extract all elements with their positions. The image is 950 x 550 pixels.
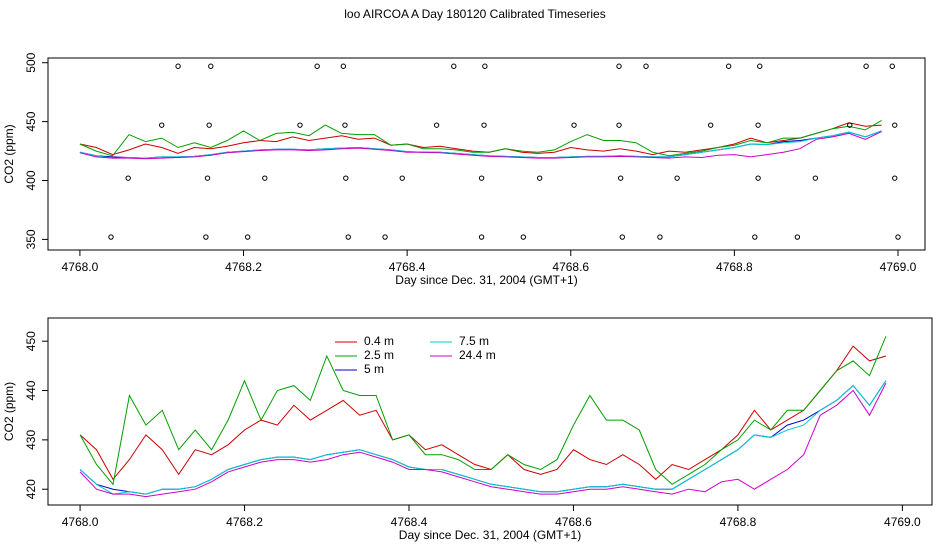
- data-point: [889, 63, 895, 69]
- series-line: [79, 119, 882, 157]
- y-tick-label: 420: [24, 479, 38, 499]
- data-point: [204, 175, 211, 181]
- data-point: [617, 175, 624, 181]
- data-point: [399, 175, 405, 181]
- series-line: [79, 380, 887, 495]
- data-point: [314, 63, 320, 69]
- data-point: [520, 234, 527, 240]
- data-point: [895, 234, 901, 240]
- data-point: [643, 63, 649, 69]
- x-tick-label: 4769.0: [884, 515, 921, 529]
- plot-frame: [47, 317, 933, 506]
- x-tick-label: 4768.2: [225, 260, 262, 274]
- x-tick-label: 4768.8: [720, 515, 757, 529]
- data-point: [159, 122, 165, 128]
- series-line: [79, 345, 887, 481]
- data-point: [342, 122, 348, 128]
- data-point: [755, 122, 761, 128]
- y-tick-label: 400: [24, 170, 38, 190]
- x-tick-label: 4768.4: [391, 515, 428, 529]
- data-point: [657, 234, 663, 240]
- x-tick-label: 4768.4: [389, 260, 426, 274]
- data-point: [108, 234, 114, 240]
- x-tick-label: 4768.2: [226, 515, 263, 529]
- data-point: [244, 234, 251, 240]
- data-point: [616, 63, 622, 69]
- data-point: [208, 63, 214, 69]
- data-point: [343, 175, 349, 181]
- plot-frame: [47, 57, 926, 251]
- data-point: [536, 175, 543, 181]
- y-tick-label: 440: [24, 380, 38, 400]
- data-point: [794, 234, 801, 240]
- x-axis-label: Day since Dec. 31, 2004 (GMT+1): [399, 528, 581, 542]
- data-point: [206, 122, 212, 128]
- data-point: [571, 122, 577, 128]
- data-point: [725, 63, 732, 69]
- x-tick-label: 4768.8: [716, 260, 753, 274]
- data-point: [812, 175, 819, 181]
- data-point: [433, 122, 440, 128]
- data-point: [481, 122, 487, 128]
- data-point: [619, 234, 626, 240]
- y-tick-label: 430: [24, 430, 38, 450]
- series-line: [79, 131, 882, 160]
- data-point: [863, 63, 869, 69]
- data-point: [297, 122, 303, 128]
- x-tick-label: 4768.0: [62, 515, 99, 529]
- legend-label: 0.4 m: [364, 334, 394, 348]
- data-point: [755, 175, 761, 181]
- data-point: [752, 234, 758, 240]
- y-axis-label: CO2 (ppm): [2, 382, 16, 441]
- x-tick-label: 4768.6: [552, 260, 589, 274]
- legend-label: 7.5 m: [459, 334, 489, 348]
- legend-label: 5 m: [364, 362, 384, 376]
- data-point: [203, 234, 209, 240]
- data-point: [847, 122, 853, 128]
- data-point: [382, 234, 388, 240]
- data-point: [175, 63, 181, 69]
- series-line: [79, 122, 882, 156]
- data-point: [482, 63, 488, 69]
- data-point: [451, 63, 457, 69]
- x-tick-label: 4768.6: [555, 515, 592, 529]
- data-point: [616, 122, 622, 128]
- x-axis-label: Day since Dec. 31, 2004 (GMT+1): [395, 273, 577, 287]
- data-point: [892, 175, 898, 181]
- data-point: [262, 175, 268, 181]
- series-line: [79, 336, 887, 486]
- y-axis-label: CO2 (ppm): [2, 124, 16, 183]
- y-tick-label: 500: [24, 52, 38, 72]
- data-point: [757, 63, 763, 69]
- data-point: [478, 175, 485, 181]
- chart-title: loo AIRCOA A Day 180120 Calibrated Times…: [344, 7, 605, 21]
- y-tick-label: 450: [24, 331, 38, 351]
- data-point: [345, 234, 351, 240]
- data-point: [892, 122, 898, 128]
- data-point: [674, 175, 680, 181]
- series-line: [79, 130, 882, 159]
- legend-label: 2.5 m: [364, 348, 394, 362]
- x-tick-label: 4769.0: [880, 260, 917, 274]
- y-tick-label: 350: [24, 229, 38, 249]
- data-point: [125, 175, 131, 181]
- data-point: [340, 63, 347, 69]
- y-tick-label: 450: [24, 111, 38, 131]
- data-point: [478, 234, 485, 240]
- data-point: [707, 122, 714, 128]
- x-tick-label: 4768.0: [62, 260, 99, 274]
- legend-label: 24.4 m: [459, 348, 496, 362]
- series-line: [79, 382, 887, 498]
